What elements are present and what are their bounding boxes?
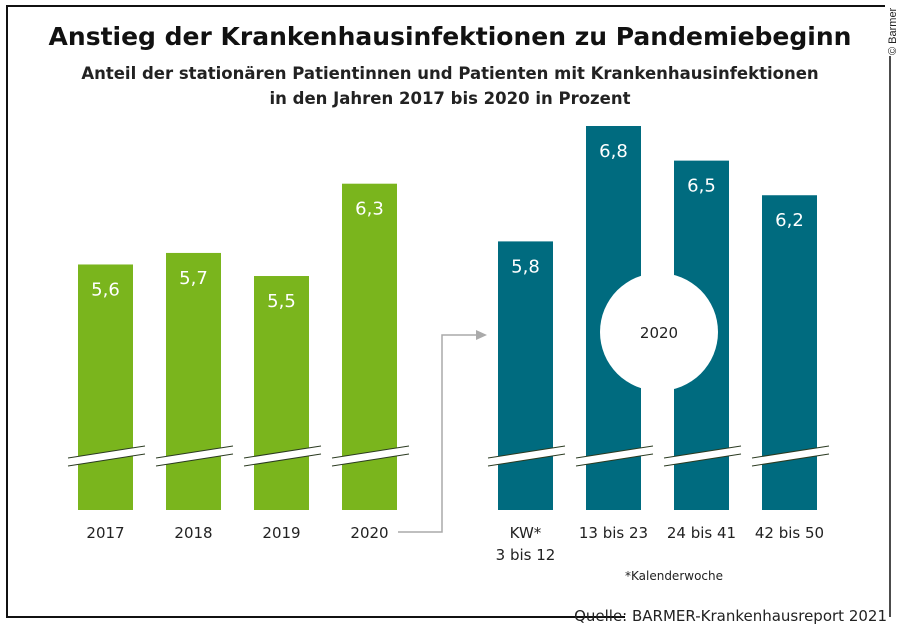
subtitle-line-2: in den Jahren 2017 bis 2020 in Prozent <box>270 89 631 108</box>
axis-break-line <box>575 453 654 467</box>
axis-break-line <box>67 453 146 467</box>
axis-break-line <box>155 445 234 459</box>
value-label: 6,2 <box>775 210 804 231</box>
category-label: 13 bis 23 <box>579 524 648 542</box>
category-label: 2017 <box>86 524 124 542</box>
axis-break <box>664 446 741 466</box>
axis-break <box>156 446 233 466</box>
footnote: *Kalenderwoche <box>625 569 723 583</box>
value-label: 6,3 <box>355 199 384 220</box>
axis-break-line <box>331 453 410 467</box>
axis-break-line <box>155 453 234 467</box>
chart-title: Anstieg der Krankenhausinfektionen zu Pa… <box>49 22 852 51</box>
category-label: 3 bis 12 <box>496 546 556 564</box>
axis-break <box>332 446 409 466</box>
axis-break-line <box>67 445 146 459</box>
axis-break-line <box>331 445 410 459</box>
bar <box>78 264 133 510</box>
frame <box>6 5 891 618</box>
axis-break-line <box>751 453 830 467</box>
source: Quelle: BARMER-Krankenhausreport 2021 <box>574 607 887 625</box>
category-label: KW* <box>510 524 542 542</box>
category-label: 24 bis 41 <box>667 524 736 542</box>
copyright: © Barmer <box>887 7 899 55</box>
value-label: 5,5 <box>267 291 296 312</box>
axis-break <box>752 446 829 466</box>
subtitle-line-1: Anteil der stationären Patientinnen und … <box>81 64 818 83</box>
value-label: 5,8 <box>511 256 540 277</box>
axis-break-line <box>243 445 322 459</box>
axis-break <box>576 446 653 466</box>
axis-break-line <box>663 453 742 467</box>
category-label: 2019 <box>262 524 300 542</box>
bar <box>498 241 553 510</box>
bar <box>166 252 221 510</box>
axis-break-line <box>663 445 742 459</box>
value-label: 5,7 <box>179 268 208 289</box>
category-label: 42 bis 50 <box>755 524 824 542</box>
category-label: 2018 <box>174 524 212 542</box>
axis-break <box>488 446 565 466</box>
axis-break-line <box>751 445 830 459</box>
group-label: 2020 <box>640 324 678 342</box>
group-arrow <box>398 330 487 533</box>
bar <box>254 276 309 510</box>
axis-break <box>68 446 145 466</box>
axis-break-line <box>243 453 322 467</box>
axis-break <box>244 446 321 466</box>
group-label-circle <box>600 273 718 391</box>
value-label: 6,8 <box>599 141 628 162</box>
value-label: 6,5 <box>687 176 716 197</box>
value-label: 5,6 <box>91 279 120 300</box>
axis-break-line <box>487 445 566 459</box>
axis-break-line <box>575 445 654 459</box>
arrow-head-icon <box>476 330 487 340</box>
axis-break-line <box>487 453 566 467</box>
category-label: 2020 <box>350 524 388 542</box>
